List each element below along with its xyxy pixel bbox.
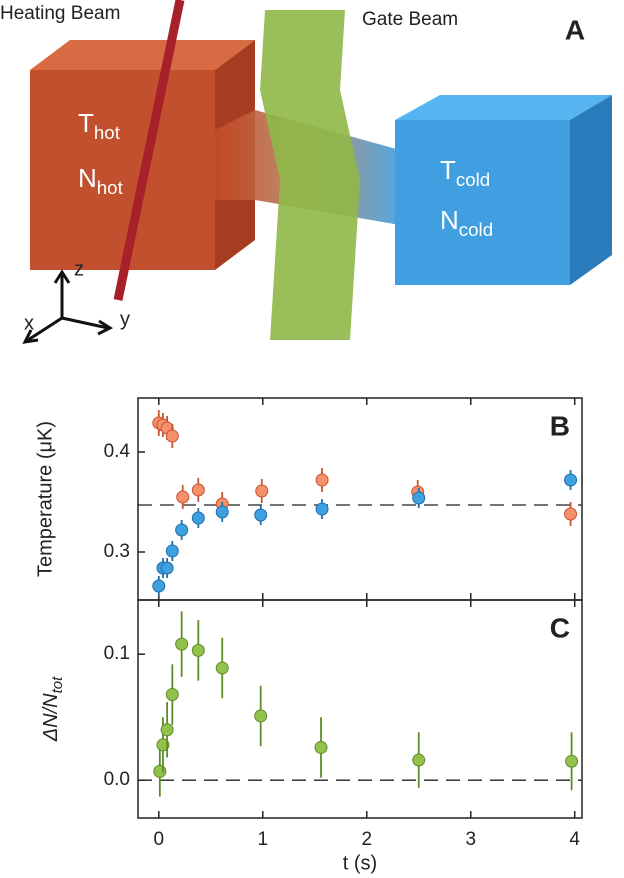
axis-direction: x: [24, 312, 34, 334]
y-tick-label: 0.0: [104, 769, 130, 790]
cold-number-main: N: [440, 205, 459, 235]
beam-label: Gate Beam: [362, 9, 458, 30]
data-point: [564, 473, 578, 487]
data-point: [175, 523, 189, 537]
y-tick-label: 0.1: [104, 643, 130, 664]
x-tick-label: 2: [361, 829, 372, 850]
cold-temperature-sub: cold: [456, 169, 490, 190]
data-point: [153, 764, 167, 778]
y-axis-label-main: ΔN/N: [40, 693, 62, 742]
hot-number-main: N: [78, 163, 97, 193]
data-point: [176, 490, 190, 504]
hot-temperature-main: T: [78, 108, 94, 138]
data-point: [215, 661, 229, 675]
data-point: [165, 429, 179, 443]
hot-number-sub: hot: [97, 177, 124, 198]
y-tick-label: 0.3: [104, 541, 130, 562]
data-point: [175, 637, 189, 651]
y-axis-label-sub: tot: [49, 676, 66, 694]
data-point: [165, 688, 179, 702]
cold-number: Ncold: [440, 205, 493, 240]
data-point: [160, 723, 174, 737]
data-point: [191, 483, 205, 497]
y-tick-label: 0.4: [104, 441, 131, 462]
x-tick-label: 4: [569, 829, 580, 850]
x-tick-label: 0: [154, 829, 165, 850]
data-point: [565, 754, 579, 768]
illustration: [22, 0, 612, 344]
x-tick-label: 1: [257, 829, 268, 850]
data-point: [564, 507, 578, 521]
data-point: [191, 511, 205, 525]
panel-label: C: [550, 612, 570, 643]
axis-direction: z: [74, 258, 84, 280]
data-point: [412, 753, 426, 767]
data-point: [315, 473, 329, 487]
data-point: [254, 508, 268, 522]
data-point: [255, 484, 269, 498]
data-point: [254, 709, 268, 723]
hot-temperature: Thot: [78, 108, 121, 143]
data-point: [165, 544, 179, 558]
hot-number: Nhot: [78, 163, 124, 198]
data-point: [215, 505, 229, 519]
hot-temperature-sub: hot: [94, 122, 121, 143]
data-point: [315, 502, 329, 516]
panel-label: B: [550, 410, 570, 441]
data-point: [191, 643, 205, 657]
cold-number-sub: cold: [459, 219, 493, 240]
y-axis-label: Temperature (μK): [34, 421, 56, 577]
data-point: [152, 579, 166, 593]
data-point: [412, 491, 426, 505]
data-point: [156, 738, 170, 752]
cold-temperature-main: T: [440, 155, 456, 185]
cold-temperature: Tcold: [440, 155, 490, 190]
plot-frame: [137, 599, 583, 819]
data-point: [160, 561, 174, 575]
data-point: [314, 740, 328, 754]
panel-label: A: [565, 14, 585, 45]
beam-label: Heating Beam: [0, 3, 120, 24]
x-axis-label: t (s): [343, 852, 377, 874]
panel: C 0 1 2 3 4 0.0 0.1 ΔN/Ntot t (s): [40, 599, 583, 874]
panel: B 0.3 0.4 Temperature (μK): [34, 397, 583, 601]
axis-direction: y: [120, 308, 130, 330]
plot-frame: [137, 397, 583, 601]
y-axis-label: ΔN/Ntot: [40, 676, 66, 742]
x-tick-label: 3: [465, 829, 476, 850]
